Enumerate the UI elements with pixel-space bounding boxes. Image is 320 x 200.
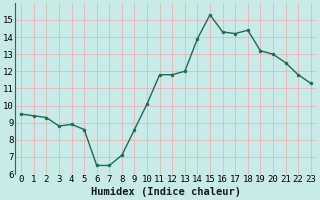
X-axis label: Humidex (Indice chaleur): Humidex (Indice chaleur) xyxy=(91,187,241,197)
